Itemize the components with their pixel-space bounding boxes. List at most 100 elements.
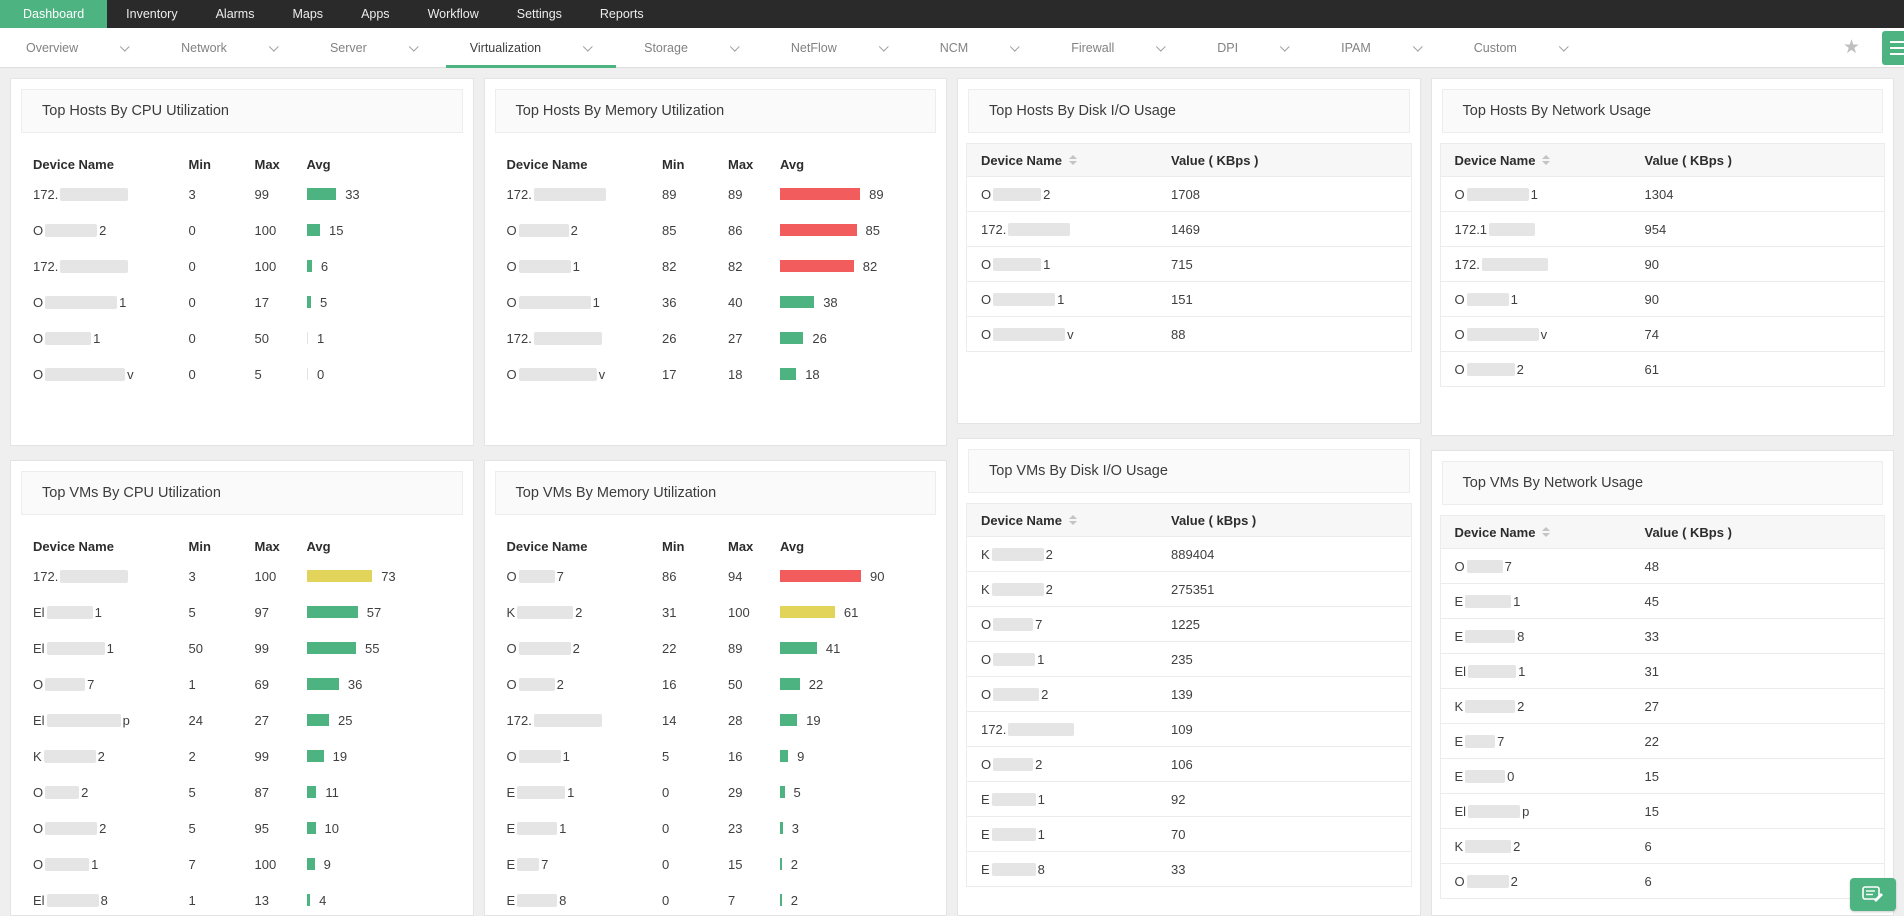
nav-item-maps[interactable]: Maps [292,7,324,21]
device-name-cell[interactable]: 172. [507,331,663,346]
tab-overview[interactable]: Overview [0,28,155,67]
nav-item-reports[interactable]: Reports [599,7,644,21]
chevron-down-icon[interactable] [729,41,740,52]
sort-arrows-icon[interactable] [1068,155,1077,165]
tab-ipam[interactable]: IPAM [1315,28,1448,67]
nav-item-dashboard[interactable]: Dashboard [0,0,108,28]
device-name-cell[interactable]: El 1 [1441,664,1645,679]
sort-arrows-icon[interactable] [1542,155,1551,165]
device-name-cell[interactable]: 172. [967,722,1171,737]
nav-item-inventory[interactable]: Inventory [126,7,178,21]
device-name-cell[interactable]: 172. [507,713,663,728]
column-header-device-name[interactable]: Device Name [1441,153,1645,168]
nav-item-alarms[interactable]: Alarms [215,7,255,21]
chevron-down-icon[interactable] [1156,41,1167,52]
device-name-cell[interactable]: El p [1441,804,1645,819]
tab-network[interactable]: Network [155,28,304,67]
chevron-down-icon[interactable] [268,41,279,52]
tab-custom[interactable]: Custom [1448,28,1594,67]
device-name-cell[interactable]: 172. [1441,257,1645,272]
device-name-cell[interactable]: El 1 [33,605,189,620]
chevron-down-icon[interactable] [878,41,889,52]
device-name-cell[interactable]: El p [33,713,189,728]
sort-arrows-icon[interactable] [1068,515,1077,525]
chevron-down-icon[interactable] [1412,41,1423,52]
device-name-cell[interactable]: El 8 [33,893,189,908]
favorite-star-icon[interactable]: ★ [1842,37,1860,58]
chevron-down-icon[interactable] [1010,41,1020,52]
feedback-chat-button[interactable] [1850,878,1896,911]
device-name-cell[interactable]: 172. [967,222,1171,237]
device-name-cell[interactable]: 172.1 [1441,222,1645,237]
column-header-device-name[interactable]: Device Name [1441,525,1645,540]
device-name-cell[interactable]: El 1 [33,641,189,656]
column-header-device-name[interactable]: Device Name [967,153,1171,168]
chevron-down-icon[interactable] [408,41,419,52]
chevron-down-icon[interactable] [119,41,130,52]
chevron-down-icon[interactable] [1279,41,1290,52]
device-name-cell[interactable]: 172. [507,187,663,202]
tab-dpi[interactable]: DPI [1191,28,1315,67]
tab-storage[interactable]: Storage [618,28,765,67]
tab-netflow[interactable]: NetFlow [765,28,914,67]
nav-item-workflow[interactable]: Workflow [427,7,479,21]
tab-firewall[interactable]: Firewall [1045,28,1191,67]
device-name-cell[interactable]: 172. [33,569,189,584]
nav-item-apps[interactable]: Apps [361,7,390,21]
device-name-cell[interactable]: 172. [33,259,189,274]
tab-server[interactable]: Server [304,28,444,67]
device-name-cell[interactable]: 172. [33,187,189,202]
tab-virtualization[interactable]: Virtualization [444,28,618,68]
chevron-down-icon[interactable] [582,41,593,52]
column-header-device-name[interactable]: Device Name [967,513,1171,528]
tab-ncm[interactable]: NCM [914,28,1045,67]
nav-item-settings[interactable]: Settings [516,7,562,21]
customize-dashboard-button[interactable] [1882,30,1904,65]
